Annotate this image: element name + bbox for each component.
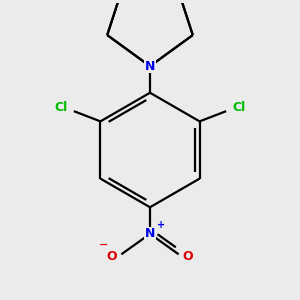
Text: Cl: Cl xyxy=(233,100,246,114)
Text: O: O xyxy=(182,250,193,263)
Text: +: + xyxy=(157,220,165,230)
Text: N: N xyxy=(145,227,155,240)
Text: N: N xyxy=(145,60,155,73)
Text: Cl: Cl xyxy=(54,100,67,114)
Text: O: O xyxy=(107,250,118,263)
Text: −: − xyxy=(99,240,109,250)
